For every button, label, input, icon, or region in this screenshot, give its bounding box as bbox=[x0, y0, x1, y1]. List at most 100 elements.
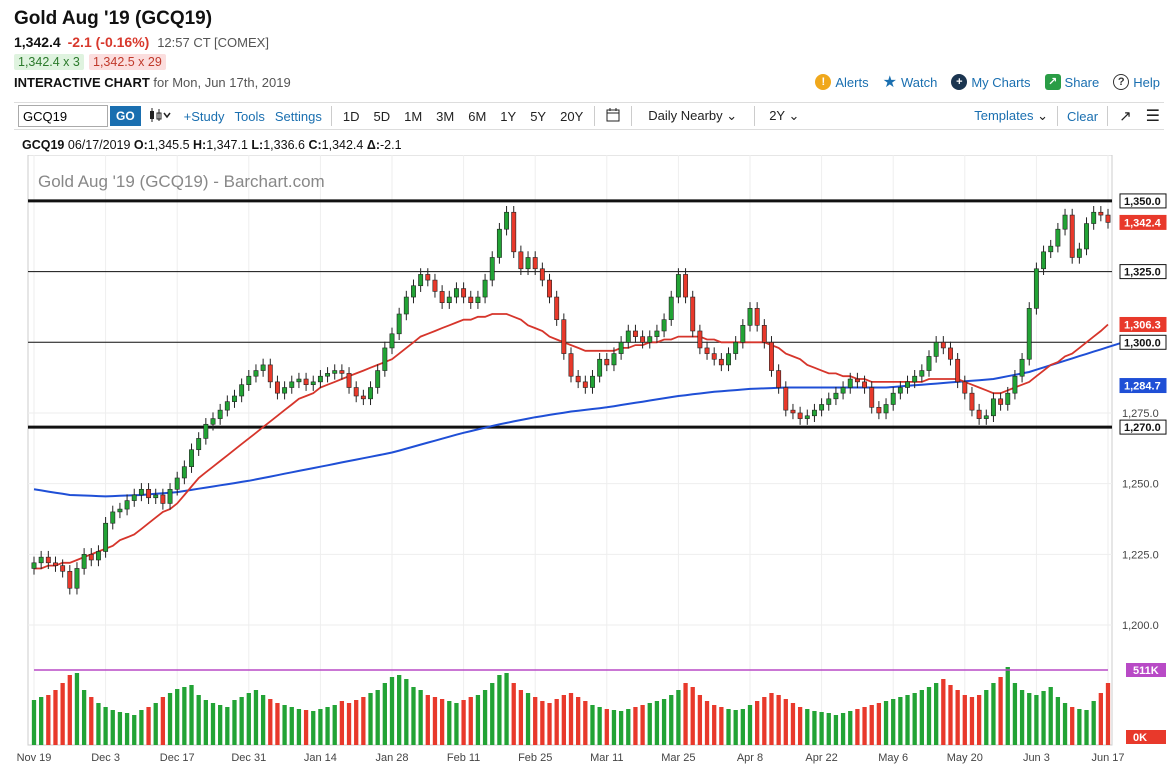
volume-bar bbox=[361, 697, 366, 745]
toolbar-divider bbox=[631, 106, 633, 126]
volume-bar bbox=[719, 707, 724, 745]
volume-bar bbox=[1055, 697, 1061, 745]
plus-circle-icon: + bbox=[951, 74, 968, 90]
candle-body bbox=[862, 381, 868, 388]
candle-body bbox=[1005, 392, 1011, 405]
volume-bar bbox=[991, 683, 996, 745]
volume-bar bbox=[540, 701, 545, 745]
volume-bar bbox=[525, 693, 531, 745]
x-tick-label: Jun 17 bbox=[1091, 752, 1124, 764]
period-5y[interactable]: 5Y bbox=[530, 108, 547, 124]
my-charts-link[interactable]: + My Charts bbox=[951, 72, 1031, 92]
candle-body bbox=[45, 556, 51, 564]
volume-bar bbox=[962, 695, 967, 745]
clear-button[interactable]: Clear bbox=[1067, 108, 1099, 124]
candle-body bbox=[740, 325, 746, 343]
price-tag-label: 1,350.0 bbox=[1124, 196, 1161, 208]
star-icon: ★ bbox=[882, 74, 897, 91]
candle-body bbox=[396, 313, 402, 335]
candle-body bbox=[1026, 308, 1032, 360]
templates-select[interactable]: Templates ⌄ bbox=[974, 108, 1048, 123]
contract-mode-select[interactable]: Daily Nearby ⌄ bbox=[648, 108, 738, 123]
candle-body bbox=[840, 387, 846, 394]
period-20y[interactable]: 20Y bbox=[560, 108, 584, 124]
candle-body bbox=[618, 341, 624, 354]
candle-body bbox=[776, 370, 782, 388]
candle-body bbox=[325, 373, 331, 377]
volume-bar bbox=[411, 687, 416, 745]
period-3m[interactable]: 3M bbox=[436, 108, 455, 124]
candle-body bbox=[983, 415, 989, 419]
candle-body bbox=[496, 228, 502, 258]
range-select[interactable]: 2Y ⌄ bbox=[769, 108, 800, 123]
help-link[interactable]: ? Help bbox=[1113, 72, 1160, 92]
period-1m[interactable]: 1M bbox=[404, 108, 423, 124]
volume-bar bbox=[1027, 693, 1032, 745]
candle-body bbox=[590, 375, 595, 388]
volume-bar bbox=[661, 699, 667, 745]
ohlc-high-label: H: bbox=[193, 138, 207, 152]
y-tick-label: 1,250.0 bbox=[1122, 479, 1159, 491]
candle-body bbox=[282, 387, 288, 394]
page-title: Gold Aug '19 (GCQ19) bbox=[14, 8, 213, 29]
period-1d[interactable]: 1D bbox=[342, 108, 360, 124]
volume-bar bbox=[583, 701, 588, 745]
period-5d[interactable]: 5D bbox=[373, 108, 391, 124]
volume-bar bbox=[60, 683, 65, 745]
volume-bar bbox=[132, 715, 137, 745]
volume-tag-label: 0K bbox=[1133, 732, 1147, 744]
candle-body bbox=[632, 330, 638, 337]
chart-type-selector[interactable] bbox=[148, 107, 172, 125]
tools-button[interactable]: Tools bbox=[234, 108, 265, 124]
go-button[interactable]: GO bbox=[110, 106, 141, 126]
calendar-icon[interactable] bbox=[606, 107, 620, 125]
volume-bar bbox=[346, 703, 352, 745]
candle-body bbox=[661, 319, 667, 332]
candle-body bbox=[303, 378, 309, 385]
watch-link[interactable]: ★ Watch bbox=[882, 74, 938, 91]
candle-body bbox=[346, 373, 352, 388]
price-tag-label: 1,306.3 bbox=[1124, 319, 1161, 331]
volume-bar bbox=[439, 699, 445, 745]
volume-bar bbox=[447, 701, 452, 745]
symbol-input[interactable] bbox=[18, 105, 108, 127]
candle-body bbox=[95, 551, 101, 561]
volume-bar bbox=[712, 705, 717, 745]
alerts-link[interactable]: ! Alerts bbox=[815, 72, 869, 92]
candle-body bbox=[53, 562, 58, 566]
alert-icon: ! bbox=[815, 74, 832, 90]
help-icon: ? bbox=[1113, 74, 1130, 90]
volume-bar bbox=[984, 690, 989, 745]
volume-bar bbox=[561, 695, 566, 745]
candle-body bbox=[74, 568, 80, 589]
candle-body bbox=[411, 285, 416, 298]
expand-icon[interactable]: ↗ bbox=[1119, 108, 1132, 125]
volume-bar bbox=[260, 695, 266, 745]
candle-body bbox=[482, 279, 488, 298]
period-6m[interactable]: 6M bbox=[468, 108, 487, 124]
price-chart[interactable]: Gold Aug '19 (GCQ19) - Barchart.com 1,20… bbox=[0, 155, 1168, 767]
menu-icon[interactable]: ☰ bbox=[1145, 108, 1160, 125]
x-tick-label: Feb 25 bbox=[518, 752, 552, 764]
volume-bar bbox=[919, 690, 924, 745]
volume-bar bbox=[898, 697, 903, 745]
volume-bar bbox=[1019, 690, 1025, 745]
candle-body bbox=[131, 494, 137, 501]
volume-bar bbox=[332, 705, 337, 745]
candle-body bbox=[647, 336, 653, 343]
volume-bar bbox=[497, 675, 502, 745]
candlesticks bbox=[31, 206, 1111, 595]
price-tag-bg bbox=[1119, 419, 1167, 435]
study-button[interactable]: +Study bbox=[183, 108, 225, 124]
volume-bar bbox=[218, 705, 223, 745]
settings-button[interactable]: Settings bbox=[274, 108, 322, 124]
volume-bar bbox=[461, 700, 466, 745]
volume-bar bbox=[776, 695, 781, 745]
candle-body bbox=[189, 449, 194, 467]
candle-body bbox=[224, 401, 230, 411]
x-tick-label: Mar 25 bbox=[661, 752, 695, 764]
period-1y[interactable]: 1Y bbox=[500, 108, 517, 124]
price-tag-bg bbox=[1119, 214, 1167, 230]
volume-bar bbox=[196, 695, 201, 745]
share-link[interactable]: ↗ Share bbox=[1044, 72, 1099, 92]
